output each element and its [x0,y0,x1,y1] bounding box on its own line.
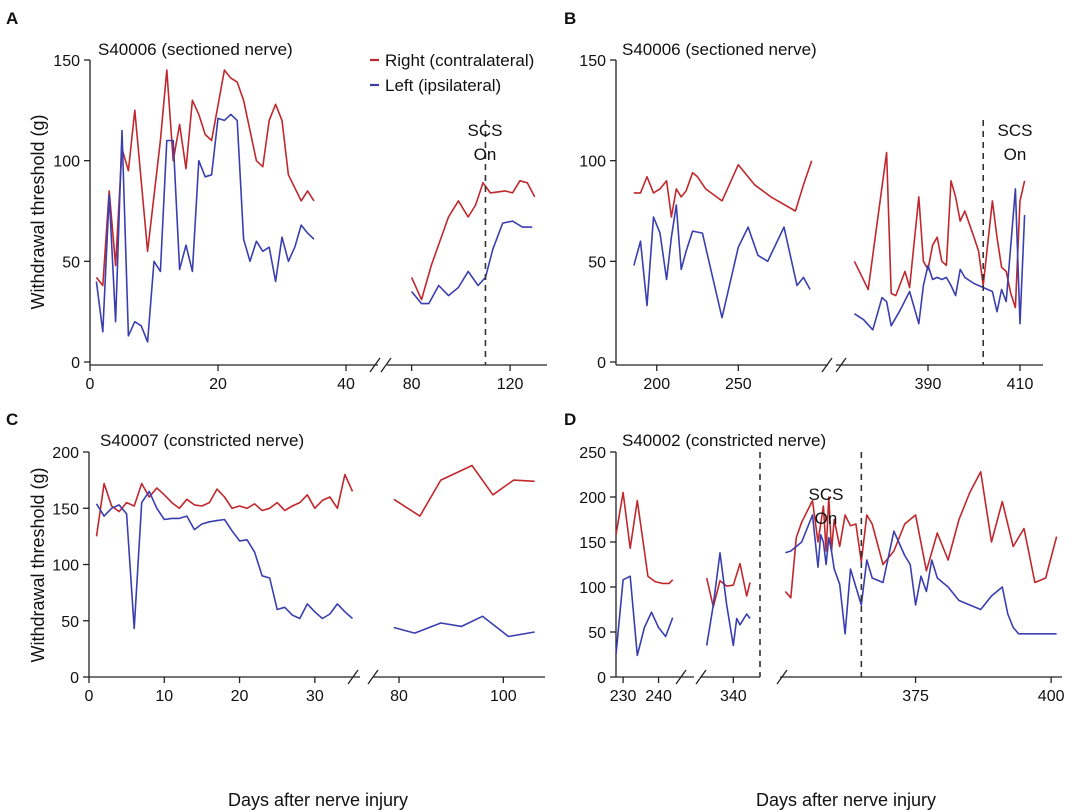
panel-title: S40006 (sectioned nerve) [622,40,817,59]
axis-break-mark [675,669,687,685]
x-tick-label: 0 [85,688,94,705]
y-tick-label: 150 [579,535,606,552]
panel-letter: C [6,410,18,429]
y-tick-label: 100 [53,154,80,171]
legend-label-right: Right (contralateral) [385,51,534,70]
scs-on-annotation: SCS [809,485,844,504]
left-ipsilateral-series-line [785,514,1057,635]
right-contralateral-series-line [95,69,315,287]
x-tick-label: 80 [390,688,408,705]
panel-letter: B [564,9,576,28]
y-tick-label: 50 [588,625,606,642]
scs-on-annotation: On [1004,145,1027,164]
panel-title: S40002 (constricted nerve) [622,431,826,450]
y-tick-label: 50 [61,614,79,631]
y-axis-label: Withdrawal threshold (g) [28,467,48,662]
left-ipsilateral-series-line [633,204,811,319]
panel-letter: D [564,410,576,429]
axis-break-mark [695,669,707,685]
x-tick-label: 230 [610,688,637,705]
right-contralateral-series-line [615,491,674,585]
x-axis-label: Days after nerve injury [756,790,936,810]
left-ipsilateral-series-line [410,220,533,305]
x-tick-label: 400 [1038,688,1065,705]
left-ipsilateral-series-line [393,615,535,638]
y-tick-label: 150 [52,501,79,518]
panel-a: A S40006 (sectioned nerve) 0 50 100 150 Withdr… [6,9,547,393]
left-ipsilateral-series-line [705,551,751,647]
y-tick-label: 100 [579,154,606,171]
y-tick-label: 0 [597,355,606,372]
x-tick-label: 100 [490,688,517,705]
left-ipsilateral-series-line [853,188,1026,331]
axis-break-mark [821,357,833,373]
scs-on-annotation: On [815,509,838,528]
x-tick-label: 20 [209,376,227,393]
axis-break-mark [369,357,381,373]
scs-on-annotation: SCS [998,121,1033,140]
x-tick-label: 200 [643,376,670,393]
y-axis-label: Withdrawal threshold (g) [28,114,48,309]
right-contralateral-series-line [95,473,354,537]
x-tick-label: 80 [403,376,421,393]
right-contralateral-series-line [784,470,1058,599]
left-ipsilateral-series-line [95,113,315,343]
y-tick-label: 100 [52,558,79,575]
scs-on-annotation: On [474,145,497,164]
legend-label-left: Left (ipsilateral) [385,76,501,95]
panel-title: S40007 (constricted nerve) [100,431,304,450]
axis-break-mark [380,357,392,373]
scs-on-annotation: SCS [468,121,503,140]
x-tick-label: 375 [902,688,929,705]
y-tick-label: 50 [588,254,606,271]
axis-break-mark [367,669,379,685]
x-tick-label: 120 [497,376,524,393]
axis-break-mark [776,669,788,685]
x-tick-label: 390 [915,376,942,393]
x-tick-label: 240 [645,688,672,705]
axis-break-mark [835,357,847,373]
axis-break-mark [347,669,359,685]
panel-d: D S40002 (constricted nerve) 0 50 100 150 200 2… [564,410,1065,810]
y-tick-label: 200 [579,490,606,507]
x-tick-label: 30 [306,688,324,705]
x-axis-label: Days after nerve injury [228,790,408,810]
left-ipsilateral-series-line [615,575,674,657]
x-tick-label: 340 [720,688,747,705]
right-contralateral-series-line [410,180,536,301]
y-tick-label: 50 [62,254,80,271]
y-tick-label: 0 [70,670,79,687]
panel-b: B S40006 (sectioned nerve) 0 50 100 150 200 250… [564,9,1043,393]
y-tick-label: 150 [53,53,80,70]
y-tick-label: 0 [71,355,80,372]
y-tick-label: 250 [579,445,606,462]
x-tick-label: 20 [231,688,249,705]
x-tick-label: 410 [1007,376,1034,393]
right-contralateral-series-line [633,160,813,218]
y-tick-label: 150 [579,53,606,70]
x-tick-label: 250 [725,376,752,393]
y-tick-label: 0 [597,670,606,687]
x-tick-label: 10 [155,688,173,705]
legend: Right (contralateral) Left (ipsilateral) [370,51,534,95]
panel-title: S40006 (sectioned nerve) [98,40,293,59]
x-tick-label: 40 [337,376,355,393]
y-tick-label: 200 [52,445,79,462]
y-tick-label: 100 [579,580,606,597]
panel-letter: A [6,9,18,28]
right-contralateral-series-line [393,464,535,517]
right-contralateral-series-line [853,151,1026,309]
left-ipsilateral-series-line [95,490,354,630]
x-tick-label: 0 [86,376,95,393]
